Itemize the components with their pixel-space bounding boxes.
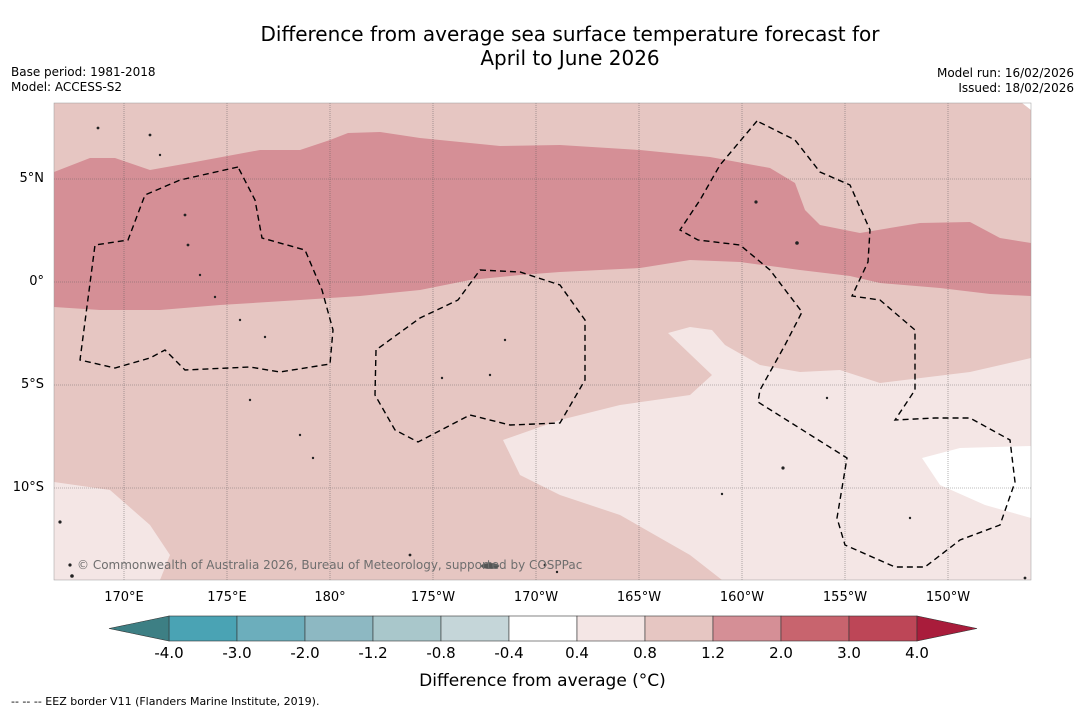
islands: [58, 126, 1027, 580]
title-line1: Difference from average sea surface temp…: [260, 22, 880, 46]
colorbar-label: -1.2: [358, 644, 388, 662]
eez-footnote: -- -- -- EEZ border V11 (Flanders Marine…: [11, 695, 320, 708]
colorbar-extend-low: [108, 615, 170, 642]
lat-label-10s: 10°S: [12, 480, 44, 495]
anomaly-region-light-sw: [54, 482, 170, 580]
colorbar-segment: [168, 615, 238, 642]
lon-label-170w: 170°W: [513, 590, 559, 605]
lat-label-5n: 5°N: [19, 171, 45, 186]
lon-label-175w: 175°W: [410, 590, 456, 605]
colorbar-segment: [236, 615, 306, 642]
lon-label-180: 180°: [314, 590, 346, 605]
colorbar-label: -0.4: [494, 644, 524, 662]
anomaly-region-strong: [54, 132, 1031, 310]
model-name: Model: ACCESS-S2: [11, 80, 123, 94]
meta-left: Base period: 1981-2018 Model: ACCESS-S2: [11, 65, 156, 95]
colorbar-segment: [304, 615, 374, 642]
issued-date: Issued: 18/02/2026: [958, 81, 1074, 95]
anomaly-region-light-se: [503, 327, 1031, 580]
colorbar-segment: [780, 615, 850, 642]
colorbar-title: Difference from average (°C): [419, 671, 666, 691]
colorbar-segment: [372, 615, 442, 642]
lat-label-0: 0°: [29, 274, 44, 289]
anomaly-region-top-corner: [1022, 103, 1031, 110]
colorbar-label: -3.0: [222, 644, 252, 662]
map-frame: [53, 102, 1032, 581]
lon-label-170e: 170°E: [104, 590, 144, 605]
colorbar-segment: [576, 615, 646, 642]
eez-borders: [79, 120, 1016, 568]
lon-label-155w: 155°W: [822, 590, 868, 605]
colorbar-extend-high: [916, 615, 978, 642]
colorbar-segment: [440, 615, 510, 642]
chart-title: Difference from average sea surface temp…: [0, 22, 1085, 70]
gridlines: [54, 103, 1031, 580]
eez-border-kiribati-line: [678, 120, 1016, 568]
colorbar-segment: [712, 615, 782, 642]
lon-label-160w: 160°W: [719, 590, 765, 605]
colorbar-label: 0.8: [633, 644, 657, 662]
title-line2: April to June 2026: [480, 46, 660, 70]
colorbar-segment: [508, 615, 578, 642]
colorbar-label: 1.2: [701, 644, 725, 662]
anomaly-region-neutral: [922, 446, 1031, 518]
model-run: Model run: 16/02/2026: [936, 66, 1074, 80]
colorbar-label: -0.8: [426, 644, 456, 662]
base-period: Base period: 1981-2018: [11, 65, 156, 79]
colorbar-label: 3.0: [837, 644, 861, 662]
meta-right: Model run: 16/02/2026 Issued: 18/02/2026: [937, 66, 1074, 96]
colorbar: [108, 615, 978, 642]
colorbar-label: 0.4: [565, 644, 589, 662]
lon-label-150w: 150°W: [925, 590, 971, 605]
lat-label-5s: 5°S: [20, 377, 44, 392]
colorbar-segment: [848, 615, 918, 642]
eez-border-kiribati-phoenix: [374, 269, 586, 443]
colorbar-label: 2.0: [769, 644, 793, 662]
colorbar-segment: [644, 615, 714, 642]
colorbar-label: -4.0: [154, 644, 184, 662]
colorbar-label: -2.0: [290, 644, 320, 662]
lon-label-175e: 175°E: [207, 590, 247, 605]
copyright-notice: © Commonwealth of Australia 2026, Bureau…: [77, 558, 583, 572]
colorbar-label: 4.0: [905, 644, 929, 662]
lon-label-165w: 165°W: [616, 590, 662, 605]
eez-border-kiribati-gilbert: [79, 166, 334, 373]
